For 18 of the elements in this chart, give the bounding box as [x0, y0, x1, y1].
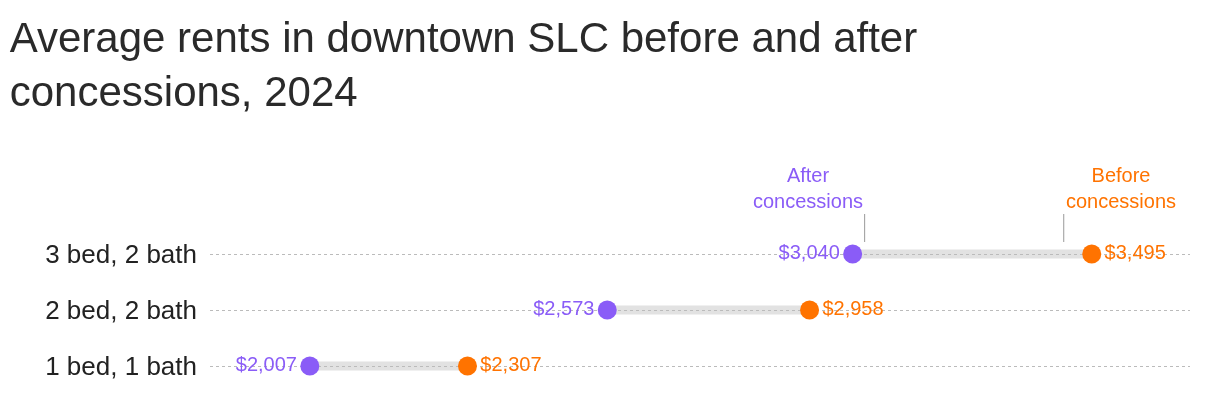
y-tick-label: 3 bed, 2 bath	[45, 239, 197, 270]
y-tick-label: 2 bed, 2 bath	[45, 295, 197, 326]
point	[597, 300, 617, 320]
point	[1082, 244, 1102, 264]
data-label: $2,007	[235, 353, 297, 375]
y-tick-label: 1 bed, 1 bath	[45, 351, 197, 382]
chart-title: Average rents in downtown SLC before and after concessions, 2024	[9, 13, 918, 116]
data-label: $2,958	[822, 297, 884, 319]
point	[843, 244, 863, 264]
data-label: $3,495	[1104, 241, 1166, 263]
point	[800, 300, 820, 320]
series-label: Before concessions	[1066, 164, 1177, 212]
data-label: $2,307	[480, 353, 542, 375]
series-label: After concessions	[753, 164, 864, 212]
point	[457, 356, 477, 376]
point	[300, 356, 320, 376]
data-label: $2,573	[533, 297, 595, 319]
data-label: $3,040	[778, 241, 840, 263]
